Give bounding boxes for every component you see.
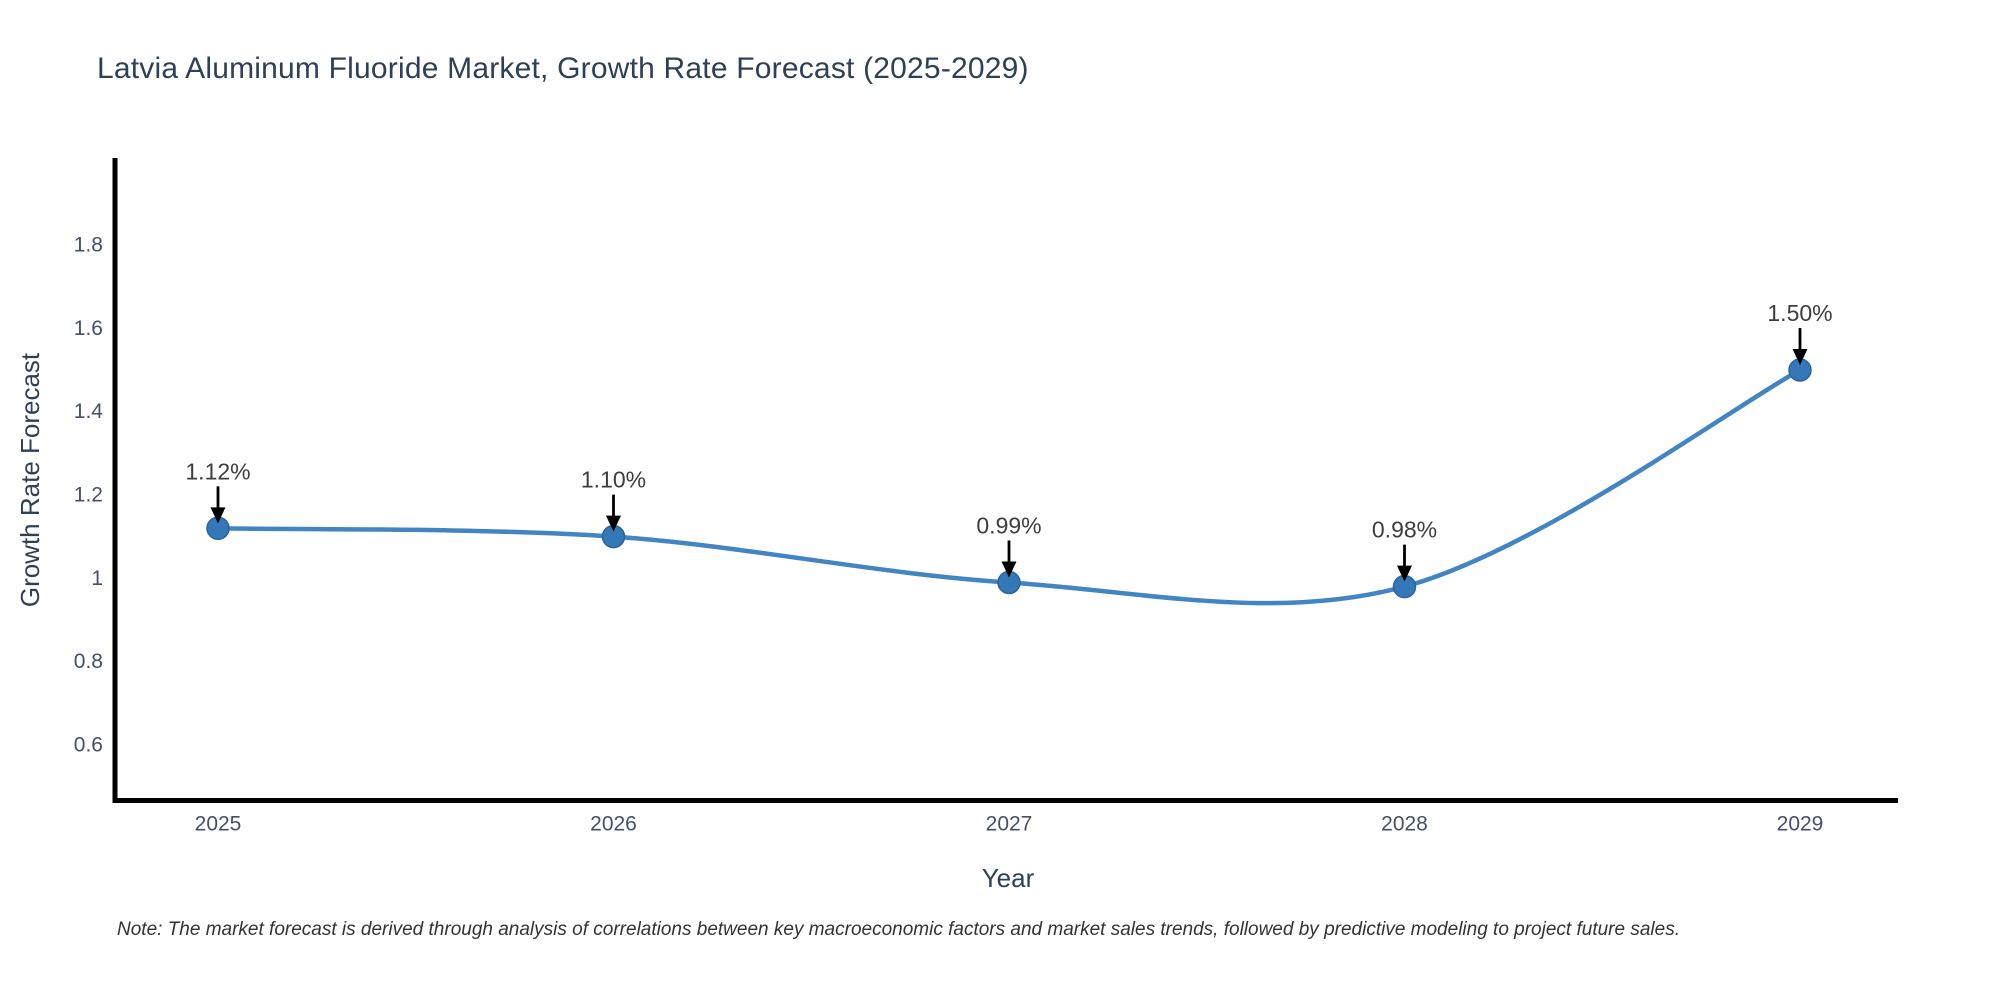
annotation-arrowhead: [1397, 565, 1412, 582]
y-tick-label: 1.2: [74, 484, 103, 507]
y-axis-title: Growth Rate Forecast: [15, 352, 45, 607]
annotation-arrowhead: [210, 507, 226, 524]
chart-title: Latvia Aluminum Fluoride Market, Growth …: [97, 52, 1029, 85]
y-tick-label: 1: [91, 567, 103, 590]
point-annotation: 0.98%: [1372, 517, 1437, 582]
annotation-label: 1.12%: [185, 458, 250, 484]
y-axis-ticks: 0.6 0.8 1 1.2 1.4 1.6 1.8: [74, 234, 104, 757]
x-axis-title: Year: [982, 863, 1035, 893]
x-tick-label: 2027: [986, 813, 1033, 836]
y-axis-line: [112, 158, 118, 803]
annotation-label: 1.50%: [1767, 300, 1832, 326]
x-axis-line: [112, 798, 1898, 803]
x-axis-ticks: 2025 2026 2027 2028 2029: [195, 813, 1824, 836]
annotation-arrowhead: [1792, 349, 1808, 366]
x-tick-label: 2029: [1777, 813, 1824, 836]
point-annotation: 1.10%: [581, 467, 646, 532]
y-tick-label: 0.8: [74, 650, 103, 673]
annotation-arrowhead: [606, 515, 621, 532]
y-tick-label: 1.8: [74, 234, 103, 257]
point-annotations: 1.12% 1.10% 0.99% 0.98% 1.50%: [185, 300, 1833, 582]
point-annotation: 1.12%: [185, 458, 251, 524]
annotation-label: 0.99%: [976, 512, 1041, 538]
point-annotation: 0.99%: [976, 512, 1042, 578]
y-tick-label: 0.6: [74, 733, 103, 756]
x-tick-label: 2026: [590, 813, 637, 836]
y-tick-label: 1.4: [74, 400, 104, 423]
y-tick-label: 1.6: [74, 317, 103, 340]
annotation-label: 1.10%: [581, 467, 646, 493]
footnote: Note: The market forecast is derived thr…: [117, 919, 1680, 940]
annotation-arrowhead: [1001, 561, 1017, 578]
point-annotation: 1.50%: [1767, 300, 1833, 366]
annotation-label: 0.98%: [1372, 517, 1437, 543]
x-tick-label: 2028: [1381, 813, 1428, 836]
x-tick-label: 2025: [195, 813, 242, 836]
